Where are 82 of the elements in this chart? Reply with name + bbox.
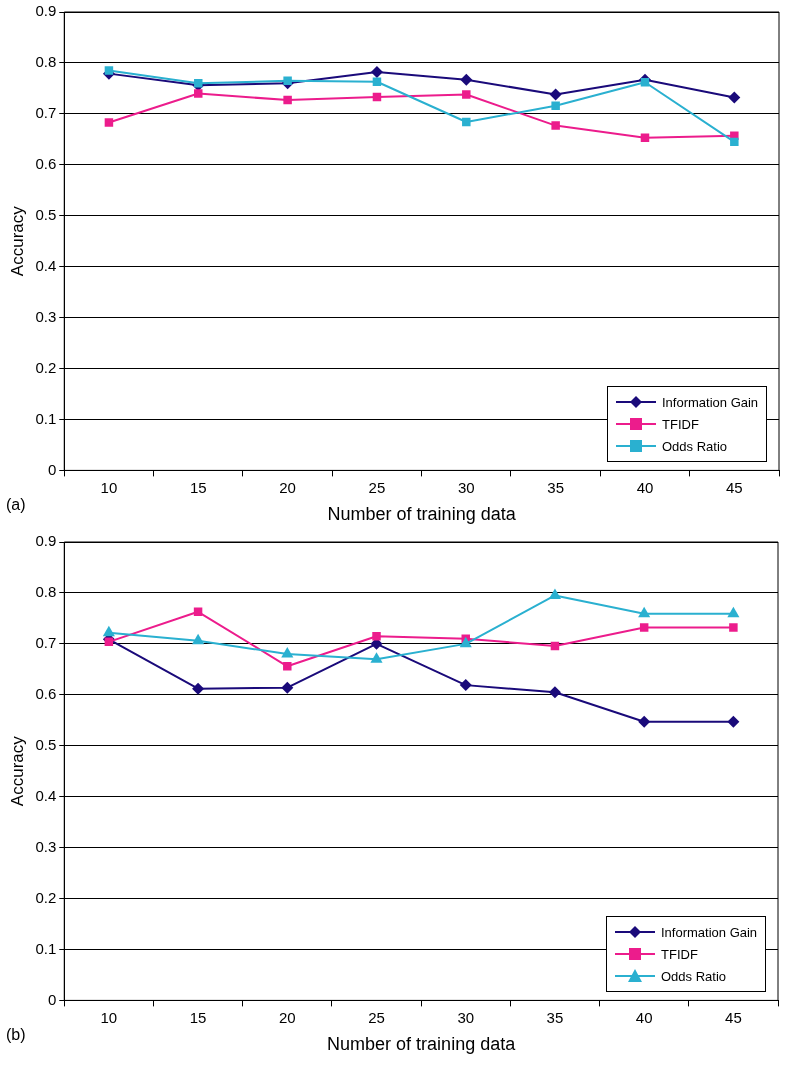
x-tick-label: 15 [189, 478, 207, 496]
y-tick-label: 0.5 [35, 205, 57, 223]
point [104, 66, 114, 75]
point [281, 681, 294, 694]
x-tick-label: 35 [547, 478, 564, 496]
y-tick-label: 0 [47, 990, 57, 1008]
point [281, 647, 294, 658]
point [462, 90, 471, 99]
point [729, 623, 738, 632]
point [551, 101, 560, 110]
point [194, 89, 203, 98]
point [459, 636, 472, 648]
point [192, 682, 205, 695]
x-tick-label: 45 [725, 1008, 742, 1026]
legend-label: TFIDF [662, 416, 699, 432]
point [727, 715, 740, 728]
x-tick-label: 25 [368, 1008, 385, 1026]
point [102, 625, 115, 637]
x-tick-label: 30 [457, 1008, 475, 1026]
point [727, 606, 740, 618]
x-axis-title: Number of training data [327, 1034, 517, 1055]
point [283, 95, 292, 105]
point [460, 73, 473, 86]
y-tick-label: 0.3 [35, 837, 57, 855]
point [459, 679, 472, 692]
y-tick-label: 0.9 [35, 2, 57, 20]
point [283, 76, 292, 85]
x-tick-label: 40 [636, 478, 654, 496]
point [370, 66, 383, 79]
point [192, 633, 205, 645]
legend-label: TFIDF [661, 946, 698, 962]
x-tick-label: 20 [278, 1008, 296, 1026]
point [551, 121, 560, 130]
legend-label: Information Gain [662, 394, 759, 410]
point [548, 686, 561, 699]
point [372, 631, 381, 641]
x-tick-label: 30 [457, 478, 475, 496]
point [548, 588, 562, 599]
text: (b) [6, 1025, 26, 1043]
legend-label: Odds Ratio [661, 968, 727, 984]
y-tick-label: 0.1 [35, 939, 57, 957]
x-tick-label: 45 [725, 478, 743, 496]
point [638, 606, 651, 618]
y-tick-label: 0.9 [35, 532, 57, 550]
y-tick-label: 0.7 [35, 104, 57, 122]
point [730, 137, 739, 147]
x-tick-label: 10 [100, 1008, 118, 1026]
y-tick-label: 0.4 [35, 786, 57, 804]
x-tick-label: 10 [100, 478, 118, 496]
y-axis-title: Accuracy [7, 205, 27, 277]
y-tick-label: 0.8 [35, 583, 57, 601]
x-tick-label: 25 [368, 478, 386, 496]
point [462, 117, 471, 127]
point [638, 715, 651, 728]
y-tick-label: 0 [47, 460, 57, 478]
x-tick-label: 15 [189, 1008, 207, 1026]
y-tick-label: 0.2 [35, 888, 57, 906]
y-tick-label: 0.3 [35, 307, 57, 325]
point [640, 78, 650, 87]
x-axis-title: Number of training data [327, 504, 517, 525]
x-tick-label: 20 [279, 478, 296, 496]
y-tick-label: 0.2 [35, 358, 57, 376]
y-tick-label: 0.4 [35, 256, 57, 274]
point [370, 652, 383, 663]
legend-label: Odds Ratio [662, 438, 728, 454]
point [194, 79, 203, 88]
text: (a) [6, 495, 26, 513]
y-tick-label: 0.8 [35, 53, 57, 71]
point [283, 662, 292, 671]
y-tick-label: 0.5 [35, 735, 57, 753]
point [728, 91, 741, 104]
x-tick-label: 35 [546, 1008, 564, 1026]
y-tick-label: 0.6 [35, 154, 57, 172]
y-axis-title: Accuracy [7, 735, 27, 807]
x-tick-label: 40 [635, 1008, 653, 1026]
point [104, 118, 114, 127]
y-tick-label: 0.1 [35, 409, 57, 427]
y-tick-label: 0.6 [35, 684, 57, 702]
point [639, 623, 649, 632]
y-tick-label: 0.7 [35, 634, 57, 652]
point [549, 88, 562, 101]
legend-label: Information Gain [661, 924, 758, 940]
